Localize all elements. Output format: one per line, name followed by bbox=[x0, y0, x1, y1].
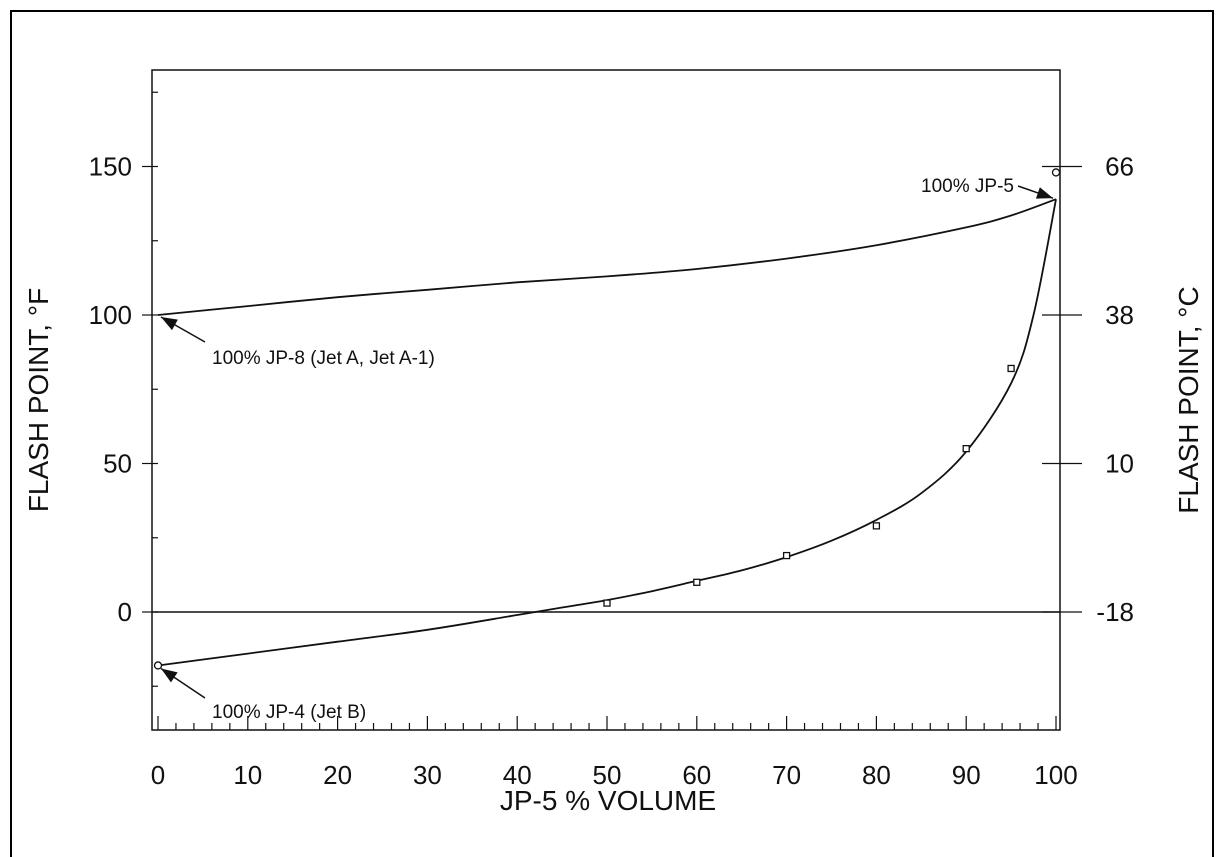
x-tick-label: 40 bbox=[503, 760, 532, 790]
annotation-arrowhead bbox=[161, 317, 178, 331]
x-tick-label: 10 bbox=[233, 760, 262, 790]
x-tick-label: 0 bbox=[151, 760, 165, 790]
y-axis-label-right: FLASH POINT, °C bbox=[1173, 286, 1204, 513]
data-point-square bbox=[693, 578, 701, 586]
annotation-label-jp4: 100% JP-4 (Jet B) bbox=[212, 702, 366, 723]
annotation-label-jp5: 100% JP-5 bbox=[921, 176, 1014, 197]
y-tick-label: 50 bbox=[103, 449, 132, 479]
y-axis-label-left: FLASH POINT, °F bbox=[23, 288, 54, 512]
plot-area bbox=[151, 69, 1061, 731]
x-tick-label: 30 bbox=[413, 760, 442, 790]
y-right-tick-label: -18 bbox=[1096, 597, 1134, 627]
annotation-arrowhead bbox=[1035, 187, 1053, 199]
series-lines bbox=[152, 198, 1060, 667]
x-axis-label: JP-5 % VOLUME bbox=[500, 785, 716, 816]
x-tick-label: 90 bbox=[952, 760, 981, 790]
data-point-square bbox=[962, 444, 970, 453]
data-point-circle bbox=[1051, 168, 1061, 177]
y-tick-label: 0 bbox=[118, 597, 132, 627]
x-tick-label: 80 bbox=[862, 760, 891, 790]
y-right-tick-label: 10 bbox=[1105, 449, 1134, 479]
tick-marks bbox=[142, 91, 1082, 730]
annotations: 100% JP-5 100% JP-8 (Jet A, Jet A-1) 100% … bbox=[160, 176, 1054, 723]
data-point-square bbox=[782, 551, 791, 560]
data-point-square bbox=[1007, 364, 1015, 373]
data-point-square bbox=[603, 599, 611, 607]
x-tick-label: 70 bbox=[772, 760, 801, 790]
x-tick-label: 20 bbox=[323, 760, 352, 790]
annotation-arrowhead bbox=[161, 668, 178, 683]
data-markers bbox=[153, 168, 1061, 670]
x-tick-label: 100 bbox=[1034, 760, 1077, 790]
y-right-tick-label: 38 bbox=[1105, 300, 1134, 330]
data-point-square bbox=[872, 522, 881, 530]
y-tick-label: 150 bbox=[89, 152, 132, 182]
series-line-1 bbox=[157, 198, 1057, 316]
y-right-tick-label: 66 bbox=[1105, 152, 1134, 182]
x-tick-label: 50 bbox=[593, 760, 622, 790]
y-tick-label: 100 bbox=[89, 300, 132, 330]
x-tick-label: 60 bbox=[682, 760, 711, 790]
series-line-2 bbox=[157, 199, 1057, 667]
annotation-label-jp8: 100% JP-8 (Jet A, Jet A-1) bbox=[212, 348, 435, 369]
figure-frame bbox=[10, 10, 1214, 857]
data-point-circle bbox=[153, 661, 163, 670]
tick-labels: 0 10 20 30 40 50 60 70 80 90 100 0 50 100 150 66 38 10 -18 bbox=[89, 152, 1134, 791]
